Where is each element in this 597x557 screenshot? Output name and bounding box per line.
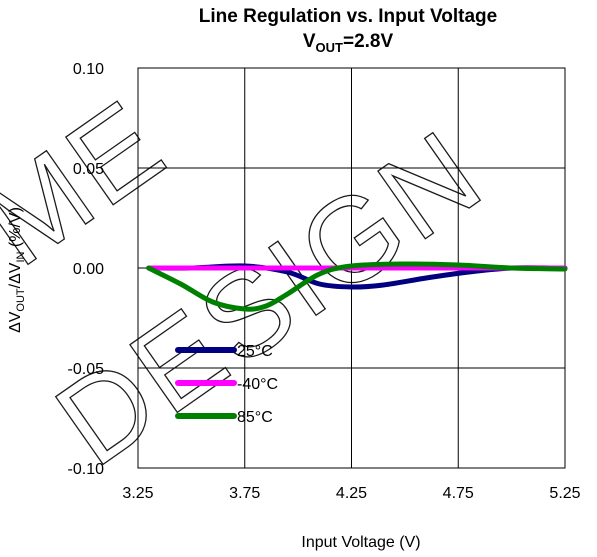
legend-label: -40°C — [237, 376, 278, 393]
y-tick-labels: 0.10 0.05 0.00 -0.05 -0.10 — [68, 61, 105, 478]
legend-label: 25°C — [237, 343, 273, 360]
x-tick-labels: 3.25 3.75 4.25 4.75 5.25 — [122, 485, 580, 502]
y-tick-label: 0.05 — [73, 161, 104, 178]
y-tick-label: -0.05 — [68, 361, 105, 378]
legend: 25°C -40°C 85°C — [175, 343, 278, 426]
x-tick-label: 3.25 — [122, 485, 153, 502]
legend-label: 85°C — [237, 409, 273, 426]
y-axis-label: ΔVOUT/ΔVIN (%/V) — [7, 207, 27, 333]
x-tick-label: 3.75 — [229, 485, 260, 502]
chart-subtitle: VOUT=2.8V — [303, 31, 394, 55]
x-tick-label: 4.25 — [336, 485, 367, 502]
series-lines — [146, 261, 568, 312]
y-tick-label: 0.00 — [73, 261, 104, 278]
x-tick-label: 5.25 — [549, 485, 580, 502]
x-tick-label: 4.75 — [443, 485, 474, 502]
x-axis-label: Input Voltage (V) — [301, 534, 420, 551]
y-tick-label: -0.10 — [68, 461, 105, 478]
chart-title: Line Regulation vs. Input Voltage — [199, 6, 497, 27]
watermark-text: ME — [0, 74, 189, 292]
series-line — [146, 261, 568, 312]
y-tick-label: 0.10 — [73, 61, 104, 78]
